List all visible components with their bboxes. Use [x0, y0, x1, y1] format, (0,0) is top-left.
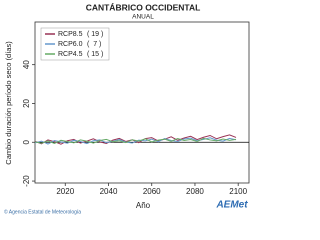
y-tick-label: -20: [22, 175, 31, 187]
y-tick-label: 0: [22, 139, 31, 144]
logo: AEMet: [215, 200, 248, 211]
x-tick-label: 2040: [100, 187, 118, 196]
legend-count: ( 7 ): [87, 41, 101, 48]
y-axis-label: Cambio duración período seco (días): [4, 41, 13, 165]
x-tick-label: 2100: [229, 187, 247, 196]
chart-subtitle: ANUAL: [132, 14, 154, 21]
x-axis-label: Año: [136, 201, 151, 210]
legend-label: RCP8.5: [58, 31, 83, 38]
y-tick-label: 40: [22, 60, 31, 69]
legend-label: RCP6.0: [58, 41, 83, 48]
x-tick-label: 2080: [186, 187, 204, 196]
chart-title: CANTÁBRICO OCCIDENTAL: [86, 2, 201, 12]
y-tick-label: 20: [22, 98, 31, 107]
x-tick-label: 2020: [56, 187, 74, 196]
legend-count: ( 19 ): [87, 31, 103, 38]
footer-credit: © Agencia Estatal de Meteorología: [4, 208, 81, 215]
x-tick-label: 2060: [143, 187, 161, 196]
legend-count: ( 15 ): [87, 51, 103, 58]
series-line: [34, 137, 237, 144]
chart: CANTÁBRICO OCCIDENTAL ANUAL Año Cambio d…: [3, 2, 250, 216]
legend-label: RCP4.5: [58, 51, 83, 58]
series-line: [34, 137, 237, 145]
